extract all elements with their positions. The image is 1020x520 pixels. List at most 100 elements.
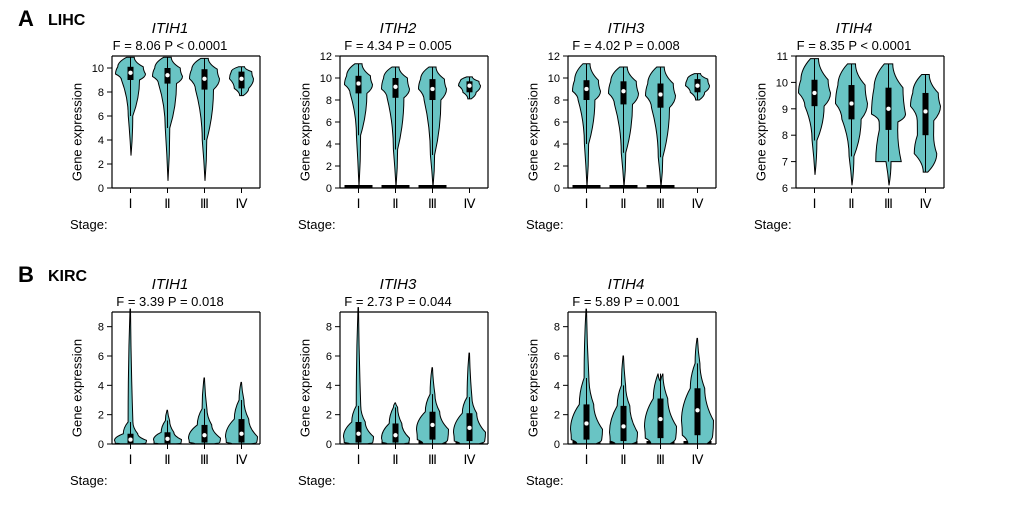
plot-stats: F = 2.73 P = 0.044	[298, 294, 498, 309]
x-axis-label: Stage:	[754, 217, 792, 232]
svg-text:0: 0	[554, 183, 560, 195]
violin-plot: ITIH1F = 3.39 P = 0.018Gene expression02…	[70, 278, 270, 498]
svg-text:4: 4	[98, 380, 104, 392]
plot-title: ITIH1	[70, 276, 270, 293]
svg-text:4: 4	[326, 380, 332, 392]
violin-plot: ITIH4F = 5.89 P = 0.001 Gene expression 0 2…	[526, 278, 726, 498]
svg-text:8: 8	[326, 322, 332, 334]
svg-text:Ⅳ: Ⅳ	[236, 452, 248, 467]
plot-title: ITIH3	[298, 276, 498, 293]
svg-text:10: 10	[92, 63, 104, 75]
svg-text:Ⅱ: Ⅱ	[620, 452, 626, 467]
svg-text:Ⅳ: Ⅳ	[236, 196, 248, 211]
svg-text:8: 8	[782, 130, 788, 142]
panel-a-row: ITIH1F = 8.06 P < 0.0001 Gene expression 0…	[70, 22, 982, 242]
svg-text:8: 8	[98, 87, 104, 99]
x-axis-label: Stage:	[526, 473, 564, 488]
panel-b-row: ITIH1F = 3.39 P = 0.018Gene expression02…	[70, 278, 754, 498]
svg-text:8: 8	[554, 95, 560, 107]
x-axis-label: Stage:	[298, 473, 336, 488]
y-axis-label: Gene expression	[298, 339, 313, 437]
y-axis-label: Gene expression	[70, 83, 85, 181]
violin-plot: ITIH1F = 8.06 P < 0.0001 Gene expression 0…	[70, 22, 270, 242]
y-axis-label: Gene expression	[298, 83, 313, 181]
svg-text:Ⅲ: Ⅲ	[200, 452, 209, 467]
svg-text:Ⅲ: Ⅲ	[656, 452, 665, 467]
svg-text:6: 6	[326, 117, 332, 129]
plot-title: ITIH4	[754, 20, 954, 37]
y-axis-label: Gene expression	[70, 339, 85, 437]
svg-text:6: 6	[554, 117, 560, 129]
svg-text:4: 4	[554, 139, 560, 151]
plot-title: ITIH2	[298, 20, 498, 37]
svg-text:Ⅲ: Ⅲ	[200, 196, 209, 211]
violin-plot: ITIH3F = 4.02 P = 0.008 Gene expression 0 2…	[526, 22, 726, 242]
svg-text:Ⅱ: Ⅱ	[164, 452, 170, 467]
violin-plot: ITIH3F = 2.73 P = 0.044 Gene expression 0 2…	[298, 278, 498, 498]
svg-text:Ⅱ: Ⅱ	[164, 196, 170, 211]
y-axis-label: Gene expression	[526, 83, 541, 181]
svg-text:8: 8	[554, 322, 560, 334]
svg-text:Ⅰ: Ⅰ	[129, 196, 133, 211]
svg-text:Ⅳ: Ⅳ	[464, 452, 476, 467]
figure-root: A LIHC ITIH1F = 8.06 P < 0.0001Gene expr…	[0, 0, 1020, 520]
plot-stats: F = 4.02 P = 0.008	[526, 38, 726, 53]
panel-a-letter: A	[18, 6, 34, 32]
svg-text:Ⅳ: Ⅳ	[692, 452, 704, 467]
svg-text:Ⅲ: Ⅲ	[656, 196, 665, 211]
svg-text:10: 10	[776, 77, 788, 89]
svg-text:4: 4	[326, 139, 332, 151]
svg-text:Ⅲ: Ⅲ	[884, 196, 893, 211]
svg-text:6: 6	[554, 351, 560, 363]
svg-text:Ⅱ: Ⅱ	[620, 196, 626, 211]
svg-text:0: 0	[98, 439, 104, 451]
svg-text:Ⅳ: Ⅳ	[692, 196, 704, 211]
svg-text:2: 2	[554, 161, 560, 173]
svg-text:2: 2	[98, 410, 104, 422]
svg-text:2: 2	[326, 161, 332, 173]
svg-text:7: 7	[782, 157, 788, 169]
svg-text:Ⅳ: Ⅳ	[920, 196, 932, 211]
plot-title: ITIH4	[526, 276, 726, 293]
svg-text:0: 0	[326, 439, 332, 451]
x-axis-label: Stage:	[526, 217, 564, 232]
svg-text:Ⅳ: Ⅳ	[464, 196, 476, 211]
svg-text:Ⅰ: Ⅰ	[813, 196, 817, 211]
svg-text:0: 0	[326, 183, 332, 195]
svg-text:8: 8	[326, 95, 332, 107]
svg-text:6: 6	[98, 351, 104, 363]
svg-text:2: 2	[326, 410, 332, 422]
svg-text:4: 4	[554, 380, 560, 392]
x-axis-label: Stage:	[70, 217, 108, 232]
plot-stats: F = 5.89 P = 0.001	[526, 294, 726, 309]
svg-text:Ⅱ: Ⅱ	[392, 196, 398, 211]
x-axis-label: Stage:	[298, 217, 336, 232]
svg-text:6: 6	[782, 183, 788, 195]
x-axis-label: Stage:	[70, 473, 108, 488]
svg-text:Ⅰ: Ⅰ	[357, 452, 361, 467]
y-axis-label: Gene expression	[526, 339, 541, 437]
svg-text:6: 6	[98, 111, 104, 123]
svg-text:6: 6	[326, 351, 332, 363]
plot-title: ITIH3	[526, 20, 726, 37]
svg-text:Ⅱ: Ⅱ	[392, 452, 398, 467]
svg-text:8: 8	[98, 322, 104, 334]
plot-stats: F = 4.34 P = 0.005	[298, 38, 498, 53]
svg-text:0: 0	[98, 183, 104, 195]
svg-text:0: 0	[554, 439, 560, 451]
svg-text:Ⅰ: Ⅰ	[129, 452, 133, 467]
violin-plot: ITIH2F = 4.34 P = 0.005 Gene expression 0 2…	[298, 22, 498, 242]
plot-stats: F = 8.35 P < 0.0001	[754, 38, 954, 53]
svg-text:Ⅲ: Ⅲ	[428, 452, 437, 467]
violin-plot: ITIH4F = 8.35 P < 0.0001 Gene expression 6…	[754, 22, 954, 242]
svg-text:Ⅰ: Ⅰ	[585, 452, 589, 467]
svg-text:9: 9	[782, 104, 788, 116]
plot-title: ITIH1	[70, 20, 270, 37]
y-axis-label: Gene expression	[754, 83, 769, 181]
svg-text:2: 2	[554, 410, 560, 422]
svg-text:4: 4	[98, 135, 104, 147]
svg-text:Ⅰ: Ⅰ	[357, 196, 361, 211]
plot-stats: F = 8.06 P < 0.0001	[70, 38, 270, 53]
svg-text:Ⅰ: Ⅰ	[585, 196, 589, 211]
panel-b-letter: B	[18, 262, 34, 288]
